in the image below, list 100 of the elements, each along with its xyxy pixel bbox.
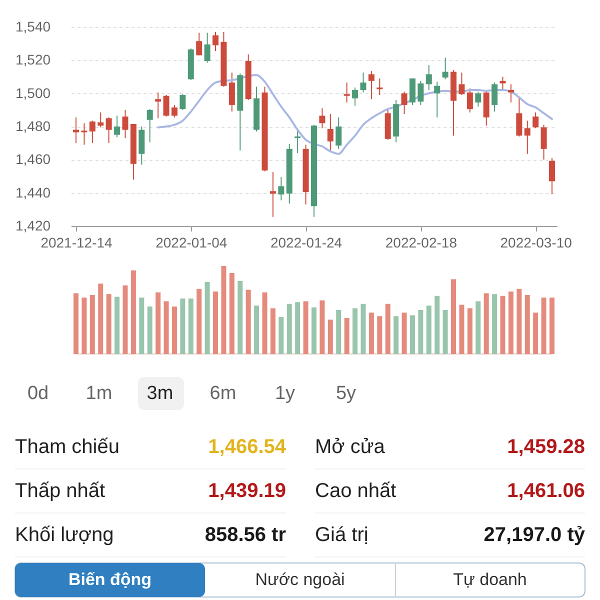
bar xyxy=(336,310,342,354)
text: 5y xyxy=(336,383,357,404)
candlestick xyxy=(492,82,498,112)
bar xyxy=(221,266,226,354)
line-series xyxy=(157,74,553,155)
candlestick xyxy=(426,64,432,91)
bar xyxy=(204,282,210,354)
candlestick xyxy=(89,120,96,144)
text: 3m xyxy=(146,383,174,404)
text: 1y xyxy=(274,383,296,404)
bar xyxy=(188,298,194,354)
bar xyxy=(426,306,432,354)
candlestick xyxy=(155,92,162,119)
bar xyxy=(254,306,260,354)
candlestick xyxy=(270,172,276,218)
bar xyxy=(320,300,325,354)
y-tick-label: 1,420 xyxy=(16,218,51,234)
bar xyxy=(286,304,292,354)
bar xyxy=(451,279,456,354)
candlestick xyxy=(212,31,219,52)
candlestick xyxy=(278,176,284,201)
bar xyxy=(500,296,506,354)
bar xyxy=(295,302,300,354)
candlestick xyxy=(294,128,301,154)
text: 1,466.54 xyxy=(208,436,287,458)
bar xyxy=(459,304,464,354)
bar xyxy=(122,285,128,354)
text: Thấp nhất xyxy=(15,480,106,502)
candlestick xyxy=(171,104,178,118)
y-tick-label: 1,440 xyxy=(16,184,51,200)
y-tick-label: 1,540 xyxy=(16,18,51,34)
bar xyxy=(98,284,104,354)
bar xyxy=(360,304,366,354)
candlestick xyxy=(360,72,366,94)
bar xyxy=(90,295,95,354)
candlestick xyxy=(376,78,383,96)
bar xyxy=(303,301,308,354)
candlestick xyxy=(344,82,350,103)
bar xyxy=(180,298,186,354)
text: 1,439.19 xyxy=(208,480,286,502)
bar xyxy=(467,308,472,354)
candlestick xyxy=(327,114,334,152)
x-tick-label: 2022-01-24 xyxy=(270,234,342,250)
candlestick xyxy=(73,116,79,144)
candlestick xyxy=(146,108,153,143)
bar xyxy=(312,307,316,354)
candlestick xyxy=(475,91,482,108)
candlestick xyxy=(500,76,506,91)
text: 0d xyxy=(27,383,49,404)
text: Tự doanh xyxy=(453,570,527,589)
candlestick xyxy=(180,94,186,110)
candlestick xyxy=(106,116,112,144)
bar xyxy=(262,292,268,354)
bar xyxy=(402,312,407,354)
bar xyxy=(533,312,538,354)
candlestick xyxy=(228,72,235,112)
text: Cao nhất xyxy=(315,480,397,502)
text: Tham chiếu xyxy=(15,436,120,458)
bar xyxy=(524,295,530,354)
y-tick-label: 1,460 xyxy=(16,151,51,168)
bar xyxy=(418,310,424,354)
bar xyxy=(196,288,202,354)
text: 1,461.06 xyxy=(507,480,585,502)
bar xyxy=(508,292,514,354)
y-tick-label: 1,480 xyxy=(16,118,51,134)
bar xyxy=(328,320,333,354)
candlestick xyxy=(524,120,530,154)
candlestick xyxy=(466,88,473,113)
bar xyxy=(484,293,489,354)
bar xyxy=(394,316,399,354)
text: 1m xyxy=(86,383,112,404)
bar xyxy=(344,318,350,354)
bar xyxy=(492,294,498,354)
candlestick xyxy=(549,157,555,195)
bar xyxy=(106,294,112,354)
candlestick xyxy=(516,98,522,137)
x-tick-label: 2022-01-04 xyxy=(156,234,228,250)
text: Biến động xyxy=(68,570,152,589)
candlestick xyxy=(508,84,514,103)
x-tick-label: 2022-03-10 xyxy=(500,234,572,250)
candlestick xyxy=(204,32,210,64)
text: Giá trị xyxy=(315,524,368,546)
bar xyxy=(172,306,177,354)
text: Mở cửa xyxy=(315,436,386,458)
candlestick xyxy=(418,80,424,106)
bar xyxy=(410,315,415,354)
candlestick xyxy=(336,116,342,150)
bar xyxy=(114,296,120,354)
bar xyxy=(238,280,243,354)
text: 27,197.0 tỷ xyxy=(484,524,586,546)
candlestick xyxy=(114,115,120,138)
y-tick-label: 1,520 xyxy=(16,52,51,68)
bar xyxy=(385,304,390,354)
candlestick xyxy=(532,112,539,129)
candlestick xyxy=(368,70,374,100)
candlestick xyxy=(319,108,326,129)
text: 1,459.28 xyxy=(507,436,585,458)
bar xyxy=(476,301,481,354)
candlestick xyxy=(98,112,104,128)
candlestick xyxy=(458,72,465,96)
